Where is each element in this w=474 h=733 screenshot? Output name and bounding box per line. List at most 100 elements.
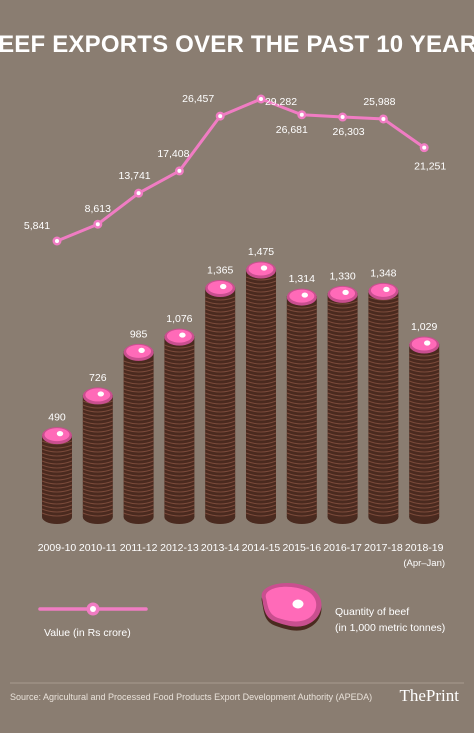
bar-slice-ridge xyxy=(245,452,277,457)
bar-slice-ridge xyxy=(245,444,277,449)
bar-slice-ridge xyxy=(409,384,440,389)
bar-slice-ridge xyxy=(368,488,399,493)
bar-top-fat xyxy=(97,391,105,397)
bar-value-label: 1,365 xyxy=(207,264,233,276)
bar-slice-ridge xyxy=(245,352,277,357)
bar-slice-ridge xyxy=(82,504,113,509)
bar-slice-ridge xyxy=(286,376,317,381)
bar-slice-ridge xyxy=(245,276,277,281)
bar-slice-ridge xyxy=(164,432,195,437)
bar-slice-ridge xyxy=(245,428,277,433)
bar-slice-ridge xyxy=(82,404,113,409)
bar-slice-ridge xyxy=(41,480,73,485)
brand-logo: ThePrint xyxy=(400,686,460,705)
bar-slice-ridge xyxy=(245,372,277,377)
value-point-core xyxy=(177,168,182,173)
bar-slice-ridge xyxy=(286,472,317,477)
bar-slice-ridge xyxy=(205,408,236,413)
bar-slice-ridge xyxy=(205,352,236,357)
bar-slice-ridge xyxy=(82,508,113,513)
bar-slice-ridge xyxy=(368,376,399,381)
bar-slice-ridge xyxy=(327,332,358,337)
bar-slice-ridge xyxy=(82,488,113,493)
bar-slice-ridge xyxy=(164,348,195,353)
bar-slice-ridge xyxy=(409,496,440,501)
bar-slice-ridge xyxy=(82,424,113,429)
bar-slice-ridge xyxy=(205,440,236,445)
bar-slice-ridge xyxy=(286,392,317,397)
bar-slice-ridge xyxy=(205,304,236,309)
bar-slice-ridge xyxy=(368,296,399,301)
bar-slice-ridge xyxy=(245,280,277,285)
bar-slice-ridge xyxy=(205,484,236,489)
bar-slice-ridge xyxy=(164,500,195,505)
bar-slice-ridge xyxy=(123,388,154,393)
bar-slice-ridge xyxy=(205,452,236,457)
category-label: 2014-15 xyxy=(242,542,281,554)
bar-slice-ridge xyxy=(286,320,317,325)
bar-slice-ridge xyxy=(409,476,440,481)
bar-slice-ridge xyxy=(41,456,73,461)
bar-slice-ridge xyxy=(164,408,195,413)
bar-slice-ridge xyxy=(245,416,277,421)
bar-top xyxy=(44,428,70,442)
bar-slice-ridge xyxy=(164,388,195,393)
bar-slice-ridge xyxy=(205,436,236,441)
bar-slice-ridge xyxy=(82,412,113,417)
bar-slice-ridge xyxy=(164,364,195,369)
value-point-core xyxy=(340,115,345,120)
bar-slice-ridge xyxy=(205,356,236,361)
bar-slice-ridge xyxy=(245,412,277,417)
bar-slice-ridge xyxy=(286,428,317,433)
bar-slice-ridge xyxy=(164,484,195,489)
bar-slice-ridge xyxy=(327,456,358,461)
bar-slice-ridge xyxy=(164,508,195,513)
bar-slice-ridge xyxy=(82,408,113,413)
bar-slice-ridge xyxy=(327,404,358,409)
value-point-core xyxy=(299,112,304,117)
bar-base xyxy=(82,510,113,524)
bar-2015-16: 1,314 xyxy=(286,273,317,524)
category-note: (Apr–Jan) xyxy=(403,558,445,569)
bar-slice-ridge xyxy=(245,348,277,353)
bar-base xyxy=(286,510,317,524)
bar-slice-ridge xyxy=(409,396,440,401)
bar-base xyxy=(246,510,276,524)
bar-slice-ridge xyxy=(123,400,154,405)
bar-slice-ridge xyxy=(409,480,440,485)
bar-slice-ridge xyxy=(368,472,399,477)
bar-slice-ridge xyxy=(327,396,358,401)
bar-slice-ridge xyxy=(164,360,195,365)
bar-slice-ridge xyxy=(245,380,277,385)
bar-slice-ridge xyxy=(368,364,399,369)
value-point-core xyxy=(259,97,263,101)
bar-slice-ridge xyxy=(205,448,236,453)
category-label: 2010-11 xyxy=(79,542,117,554)
bar-slice-ridge xyxy=(205,420,236,425)
bar-base xyxy=(205,510,236,524)
legend-bar-label-line1: Quantity of beef xyxy=(335,606,409,618)
bar-slice-ridge xyxy=(123,496,154,501)
bar-slice-ridge xyxy=(368,444,399,449)
bar-top-fat xyxy=(138,347,145,353)
bar-value-label: 1,475 xyxy=(248,246,274,258)
bar-slice-ridge xyxy=(368,432,399,437)
bar-slice-ridge xyxy=(205,300,236,305)
legend: Value (in Rs crore) Quantity of beef (in… xyxy=(38,583,445,639)
bar-slice-ridge xyxy=(123,504,154,509)
bar-2014-15: 1,475 xyxy=(245,246,277,524)
bar-slice-ridge xyxy=(245,308,277,313)
bar-slice-ridge xyxy=(164,416,195,421)
bar-slice-ridge xyxy=(123,468,154,473)
bar-slice-ridge xyxy=(368,420,399,425)
bar-slice-ridge xyxy=(123,460,154,465)
bar-slice-ridge xyxy=(286,468,317,473)
bar-slice-ridge xyxy=(164,380,195,385)
bar-slice-ridge xyxy=(368,344,399,349)
beef-steak-icon xyxy=(261,583,322,631)
bar-value-label: 1,348 xyxy=(370,267,396,279)
category-label: 2015-16 xyxy=(283,542,322,554)
bar-slice-ridge xyxy=(245,508,277,513)
bar-slice-ridge xyxy=(286,360,317,365)
bar-slice-ridge xyxy=(368,452,399,457)
